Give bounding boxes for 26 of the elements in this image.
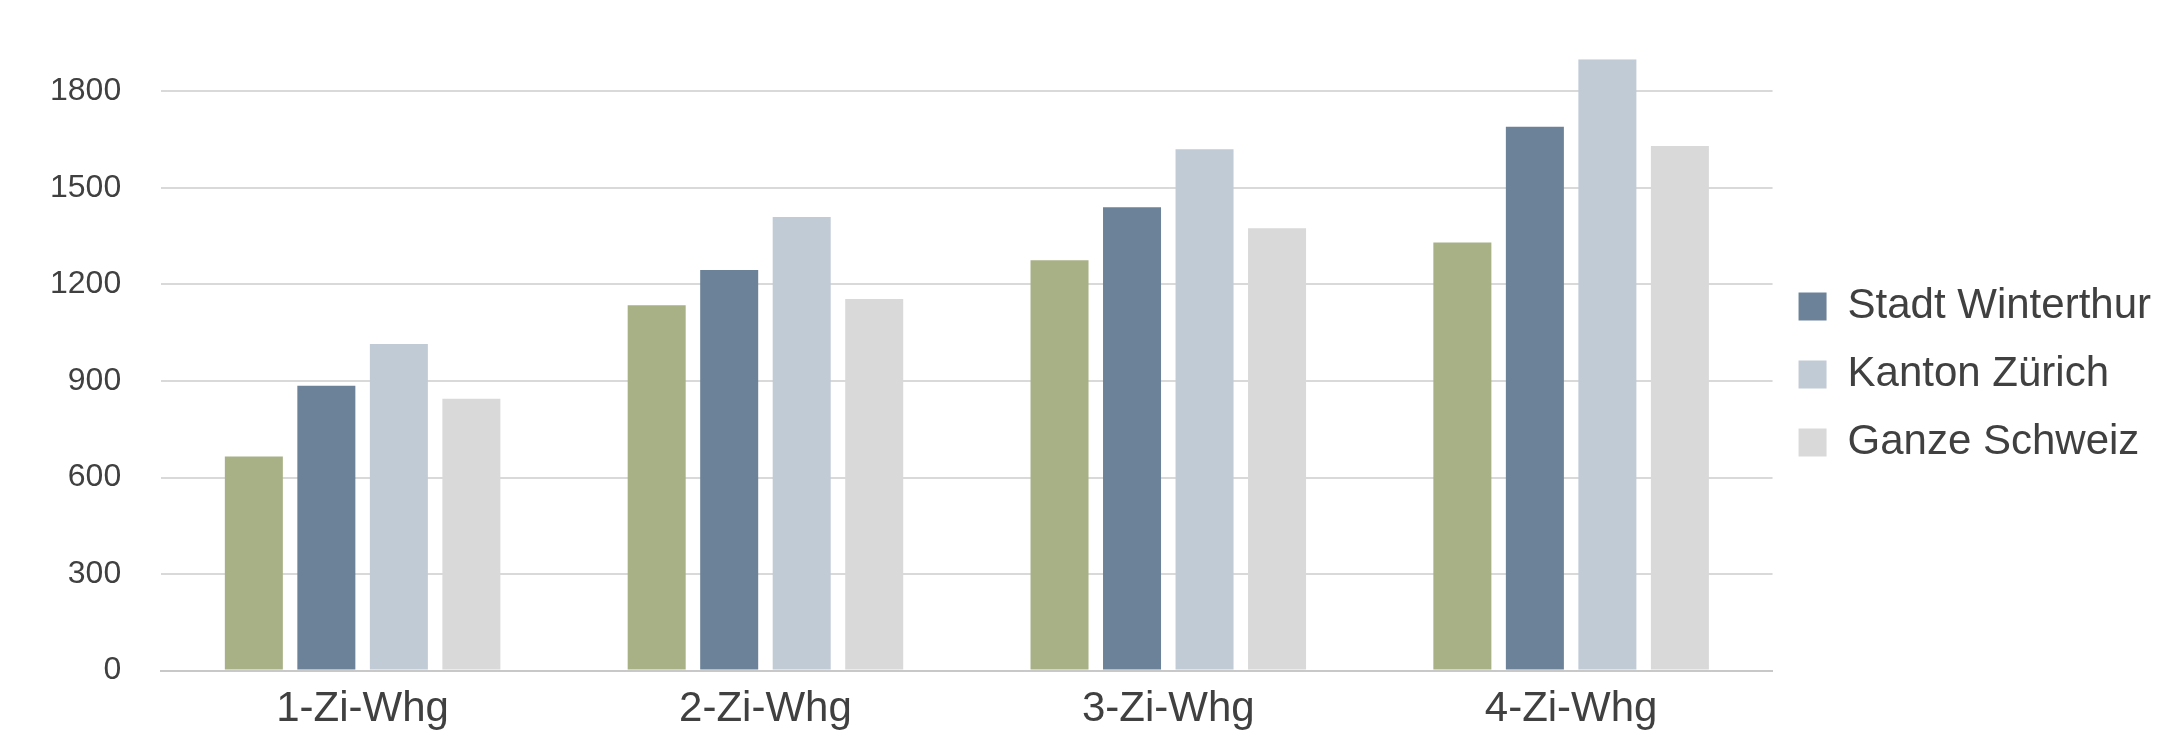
y-tick-label: 1800 — [50, 71, 122, 108]
bar — [700, 269, 759, 670]
x-tick-label: 4-Zi-Whg — [1484, 683, 1658, 731]
y-tick-label: 900 — [67, 360, 122, 397]
bar — [297, 385, 356, 670]
y-tick-label: 300 — [67, 553, 122, 590]
legend-label: Stadt Winterthur — [1847, 280, 2152, 328]
bar — [224, 456, 283, 670]
bar — [1433, 242, 1492, 670]
y-tick-label: 1500 — [50, 167, 122, 204]
y-tick-label: 1200 — [50, 264, 122, 301]
bar — [369, 343, 428, 670]
bar — [1030, 260, 1089, 670]
x-tick-label: 1-Zi-Whg — [276, 683, 449, 731]
bar — [772, 216, 831, 670]
bar — [627, 305, 686, 670]
y-tick-label: 0 — [103, 650, 122, 687]
bar — [1175, 149, 1234, 670]
bar — [1578, 59, 1637, 670]
y-tick-label: 600 — [67, 457, 122, 494]
bar — [1103, 207, 1162, 670]
x-tick-label: 3-Zi-Whg — [1081, 683, 1255, 731]
legend-label: Kanton Zürich — [1847, 348, 2110, 396]
x-tick-label: 2-Zi-Whg — [679, 683, 852, 731]
legend-label: Ganze Schweiz — [1847, 416, 2140, 464]
bar — [1505, 126, 1564, 670]
